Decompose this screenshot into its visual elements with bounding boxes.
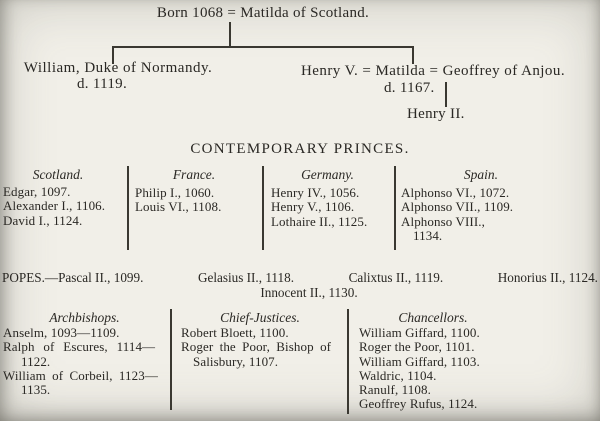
archbishop-entry: Anselm, 1093—1109. <box>3 325 120 340</box>
officials-divider-2 <box>347 309 349 414</box>
tree-horizontal-bar <box>112 46 414 48</box>
princes-column-spain: Alphonso VI., 1072. Alphonso VII., 1109.… <box>401 185 514 243</box>
france-entry: Philip I., 1060. <box>135 185 215 200</box>
chancellor-entry: Waldric, 1104. <box>359 367 437 383</box>
chief-justice-entry-continuation: Salisbury, 1107. <box>193 353 279 369</box>
officials-header-chief-justices: Chief-Justices. <box>220 310 300 325</box>
princes-header-spain: Spain. <box>463 167 499 182</box>
popes-entry: POPES.—Pascal II., 1099. <box>2 270 144 285</box>
chancellor-entry: William Giffard, 1100. <box>359 325 480 340</box>
scotland-entry: David I., 1124. <box>3 212 83 228</box>
spain-entry: Alphonso VIII., <box>401 213 485 229</box>
princes-column-germany: Henry IV., 1056. Henry V., 1106. Lothair… <box>271 185 368 229</box>
archbishop-entry: William of Corbeil, 1123— <box>3 367 158 383</box>
tree-root-label: Born 1068 = Matilda of Scotland. <box>156 5 370 21</box>
tree-node-henryv-matilda: Henry V. = Matilda = Geoffrey of Anjou. <box>301 63 566 79</box>
tree-node-william: William, Duke of Normandy. <box>23 60 213 76</box>
officials-column-archbishops: Anselm, 1093—1109. Ralph of Escures, 111… <box>3 325 158 398</box>
popes-entry-overflow: Innocent II., 1130. <box>260 285 358 300</box>
officials-header-archbishops: Archbishops. <box>49 310 120 325</box>
germany-entry: Henry IV., 1056. <box>271 185 360 200</box>
archbishop-entry-continuation: 1122. <box>21 353 51 369</box>
tree-tick-right <box>412 46 414 64</box>
germany-entry: Lothaire II., 1125. <box>271 213 368 229</box>
germany-entry: Henry V., 1106. <box>271 199 355 215</box>
officials-header-chancellors: Chancellors. <box>398 310 468 325</box>
princes-header-france: France. <box>172 167 216 182</box>
tree-node-matilda-death: d. 1167. <box>384 80 435 96</box>
tree-stem-henry-ii <box>445 82 447 107</box>
princes-column-scotland: Edgar, 1097. Alexander I., 1106. David I… <box>3 184 106 228</box>
chief-justice-entry: Roger the Poor, Bishop of <box>181 339 332 355</box>
france-entry: Louis VI., 1108. <box>135 199 222 215</box>
princes-divider-1 <box>127 166 129 250</box>
archbishop-entry-continuation: 1135. <box>21 382 51 398</box>
princes-divider-3 <box>394 166 396 250</box>
chancellor-entry: Ranulf, 1108. <box>359 382 431 398</box>
popes-entry: Gelasius II., 1118. <box>197 270 295 285</box>
princes-column-france: Philip I., 1060. Louis VI., 1108. <box>135 185 222 215</box>
princes-header-scotland: Scotland. <box>32 167 84 182</box>
tree-tick-left <box>112 46 114 64</box>
chief-justice-entry: Robert Bloett, 1100. <box>181 325 289 340</box>
popes-entry: Calixtus II., 1119. <box>348 270 444 285</box>
officials-divider-1 <box>170 309 172 410</box>
spain-entry: Alphonso VI., 1072. <box>401 185 510 200</box>
officials-column-chief-justices: Robert Bloett, 1100. Roger the Poor, Bis… <box>181 325 332 369</box>
chancellor-entry: William Giffard, 1103. <box>359 353 480 369</box>
scotland-entry: Edgar, 1097. <box>3 184 71 199</box>
spain-entry-continuation: 1134. <box>413 227 443 243</box>
popes-entry: Honorius II., 1124. <box>497 270 598 285</box>
tree-node-william-death: d. 1119. <box>76 76 128 92</box>
popes-line: POPES.—Pascal II., 1099. Gelasius II., 1… <box>2 270 598 286</box>
princes-header-germany: Germany. <box>301 167 354 182</box>
chancellor-entry: Roger the Poor, 1101. <box>359 339 475 355</box>
tree-node-henry-ii: Henry II. <box>407 106 465 122</box>
section-title-contemporary-princes: CONTEMPORARY PRINCES. <box>190 141 410 157</box>
chancellor-entry: Geoffrey Rufus, 1124. <box>359 396 478 412</box>
princes-divider-2 <box>262 166 264 250</box>
officials-column-chancellors: William Giffard, 1100. Roger the Poor, 1… <box>359 325 480 412</box>
scotland-entry: Alexander I., 1106. <box>3 198 106 214</box>
spain-entry: Alphonso VII., 1109. <box>401 199 514 215</box>
tree-stem-root <box>229 22 231 47</box>
archbishop-entry: Ralph of Escures, 1114— <box>3 339 156 355</box>
